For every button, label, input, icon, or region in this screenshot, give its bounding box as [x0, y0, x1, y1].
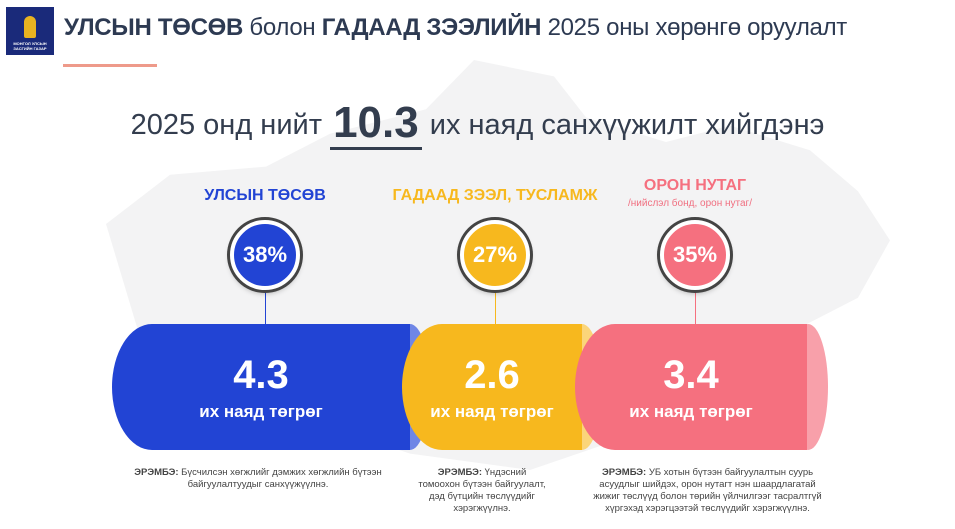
category-sublabel-local: /нийслэл бонд, орон нутаг/: [628, 198, 752, 209]
connector-line: [695, 290, 696, 324]
government-logo: МОНГОЛ УЛСЫН ЗАСГИЙН ГАЗАР: [6, 7, 54, 55]
percent-badge-loan: 27%: [460, 220, 530, 290]
priority-note-budget: ЭРЭМБЭ: Бүсчилсэн хөгжлийг дэмжих хөгжли…: [134, 467, 382, 490]
percent-badge-budget: 38%: [230, 220, 300, 290]
cylinder-loan: 2.6 их наяд төгрөг: [402, 324, 582, 450]
category-label-budget: УЛСЫН ТӨСӨВ: [204, 187, 326, 204]
category-label-local: ОРОН НУТАГ: [643, 177, 747, 194]
priority-note-loan: ЭРЭМБЭ: Үндэсний томоохон бүтээн байгуул…: [418, 467, 546, 514]
cylinder-budget: 4.3 их наяд төгрөг: [112, 324, 410, 450]
title-underline: [63, 64, 157, 67]
headline: 2025 онд нийт 10.3 их наяд санхүүжилт хи…: [0, 98, 955, 150]
soyombo-icon: [24, 16, 36, 38]
priority-note-local: ЭРЭМБЭ: УБ хотын бүтээн байгуулалтын суу…: [593, 467, 822, 514]
connector-line: [495, 290, 496, 324]
percent-badge-local: 35%: [660, 220, 730, 290]
cylinder-local: 3.4 их наяд төгрөг: [575, 324, 807, 450]
total-value: 10.3: [330, 98, 422, 150]
page-title: УЛСЫН ТӨСӨВ болон ГАДААД ЗЭЭЛИЙН 2025 он…: [64, 14, 847, 41]
connector-line: [265, 290, 266, 324]
category-label-loan: ГАДААД ЗЭЭЛ, ТУСЛАМЖ: [392, 187, 598, 204]
